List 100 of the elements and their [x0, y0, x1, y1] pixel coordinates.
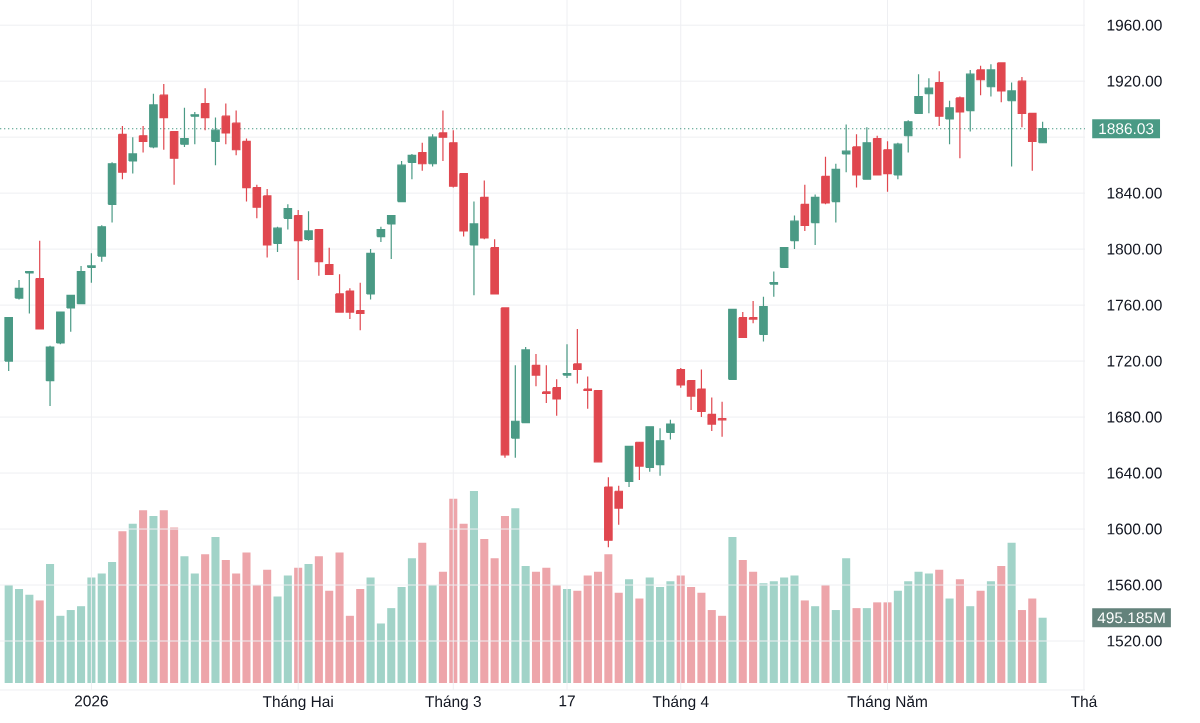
bar [149, 515, 158, 683]
bar [159, 510, 168, 683]
bar [955, 579, 964, 683]
candlestick [366, 248, 375, 301]
bar [821, 585, 830, 683]
bar [490, 558, 499, 683]
bar [108, 562, 117, 683]
bar [873, 602, 882, 683]
bar [438, 571, 447, 683]
candlestick [821, 156, 830, 205]
candlestick [635, 441, 644, 481]
candlestick [45, 345, 55, 407]
bar [573, 590, 582, 683]
candlestick [686, 380, 696, 411]
candlestick [800, 184, 810, 232]
y-tick-label: 1840.00 [1107, 187, 1162, 199]
candlestick [893, 142, 903, 180]
ref-line-label: 1886.03 [1099, 123, 1154, 135]
bar [4, 585, 13, 683]
bar [325, 590, 334, 683]
candlestick [25, 270, 34, 315]
candlestick [35, 240, 45, 330]
candlestick [573, 328, 582, 385]
bar [397, 587, 406, 683]
bar [418, 542, 427, 683]
candlestick [852, 133, 861, 189]
y-tick-label: 1600.00 [1107, 523, 1162, 535]
bar [749, 571, 758, 683]
bar [242, 552, 251, 683]
candlestick [810, 193, 820, 246]
bar [645, 577, 654, 683]
candlestick [345, 287, 355, 320]
bar [273, 596, 282, 683]
bar [480, 539, 489, 683]
bar [780, 577, 789, 683]
candlestick [759, 296, 768, 343]
candlestick [180, 107, 189, 148]
bar [221, 560, 230, 683]
bar [35, 600, 44, 683]
candlestick [283, 203, 293, 231]
bar [728, 537, 737, 683]
candlestick [790, 214, 799, 250]
x-tick-label: Tháng 3 [425, 695, 481, 711]
bar [180, 556, 189, 683]
candlestick [707, 396, 717, 432]
bar [976, 590, 985, 683]
candlestick [97, 224, 107, 263]
bar [211, 537, 220, 683]
y-tick-label: 1760.00 [1107, 299, 1162, 311]
candlestick [697, 368, 706, 418]
bar [1017, 610, 1026, 683]
bar [128, 523, 137, 683]
y-tick-label: 1560.00 [1107, 579, 1162, 591]
candlestick [976, 65, 985, 96]
candlestick [335, 273, 344, 313]
candlestick [1017, 76, 1027, 128]
candlestick [4, 317, 14, 372]
bar [77, 606, 86, 683]
candlestick [252, 184, 262, 219]
bar [25, 594, 34, 683]
bar [387, 608, 396, 683]
candlestick [128, 136, 138, 175]
candlestick [417, 142, 427, 172]
x-tick-label: Tháng Năm [847, 695, 927, 711]
bar [997, 565, 1006, 683]
candlestick [56, 311, 65, 345]
candlestick [914, 73, 923, 114]
bar [459, 523, 468, 683]
bar [904, 581, 913, 683]
bar [190, 573, 199, 683]
candlestick [407, 153, 417, 180]
bar [687, 587, 696, 683]
bar [531, 571, 541, 683]
bar [893, 590, 902, 683]
candlestick [479, 179, 489, 240]
candlestick [376, 226, 386, 243]
bar [604, 554, 613, 683]
bar [552, 585, 561, 683]
candlestick [717, 401, 727, 438]
candlestick [728, 308, 737, 380]
candlestick [14, 279, 24, 301]
bar [935, 569, 944, 683]
bar [201, 554, 210, 683]
x-tick-label: Tháng 4 [652, 695, 709, 711]
candlestick [66, 294, 76, 333]
bar [252, 585, 261, 683]
bar [14, 588, 24, 683]
bar [97, 573, 106, 683]
bar [790, 575, 799, 683]
bar [283, 575, 292, 683]
bar [635, 598, 644, 683]
bar [1028, 598, 1037, 683]
candlestick [655, 427, 665, 477]
bar [769, 581, 778, 683]
candlestick [924, 77, 934, 114]
bar [314, 556, 323, 683]
candlestick [490, 238, 499, 295]
candlestick [738, 311, 748, 338]
bar [542, 567, 551, 683]
bar [800, 600, 809, 683]
